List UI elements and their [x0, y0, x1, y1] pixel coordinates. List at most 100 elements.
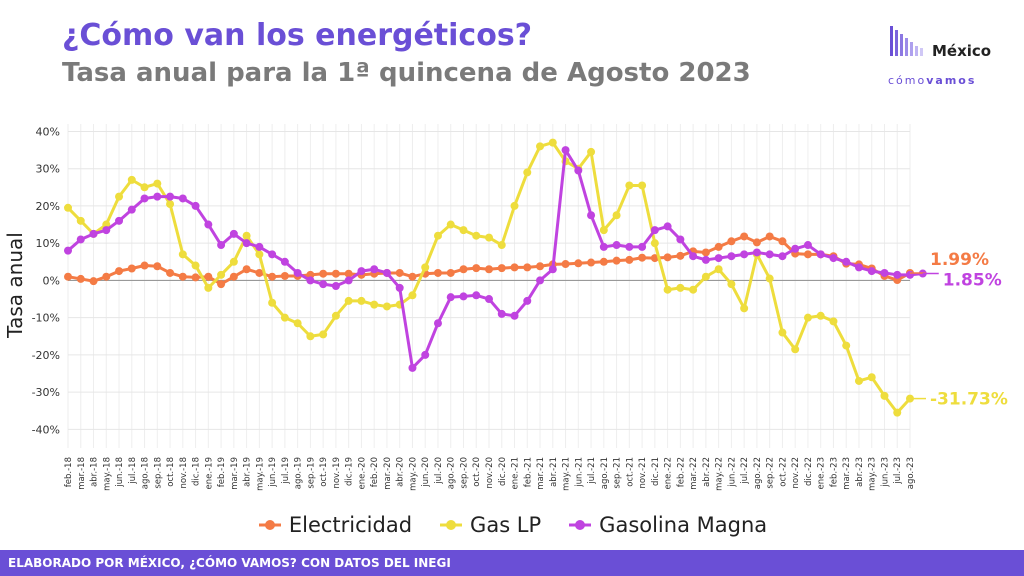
data-point [523, 168, 532, 177]
data-point [459, 265, 468, 274]
x-tick-label: feb.-20 [370, 457, 380, 487]
data-point [650, 226, 659, 235]
data-point [306, 276, 315, 285]
x-tick-label: may.-20 [408, 457, 418, 491]
data-point [842, 257, 851, 266]
x-tick-label: jul.-19 [281, 457, 291, 485]
data-point [331, 282, 340, 290]
data-point [599, 242, 608, 251]
data-point [676, 251, 685, 260]
data-point [140, 183, 149, 192]
chart-grid [67, 124, 911, 448]
chart-subtitle: Tasa anual para la 1ª quincena de Agosto… [62, 58, 751, 88]
end-label: 1.85% [943, 271, 1002, 291]
data-point [625, 181, 634, 190]
y-tick-label: -20% [32, 349, 60, 362]
x-tick-label: may.-21 [562, 457, 572, 491]
data-point [191, 201, 200, 210]
data-point [293, 319, 302, 328]
data-point [153, 179, 162, 188]
x-tick-label: may.-23 [868, 457, 878, 491]
data-point [115, 267, 124, 276]
y-tick-label: 20% [36, 200, 60, 213]
data-point [727, 280, 736, 289]
series-gasolina-magna [64, 146, 927, 372]
x-tick-label: oct.-19 [319, 457, 329, 487]
data-point [242, 239, 251, 248]
x-tick-label: oct.-22 [778, 457, 788, 487]
data-point [280, 257, 289, 266]
x-tick-label: feb.-22 [676, 457, 686, 487]
data-point [510, 263, 519, 272]
data-point [344, 296, 353, 305]
data-point [433, 268, 442, 277]
x-tick-label: abr.-22 [702, 457, 712, 487]
data-point [587, 147, 596, 156]
data-point [676, 235, 685, 244]
data-point [382, 302, 391, 311]
data-point [268, 298, 277, 307]
data-point [791, 345, 800, 354]
chart-title: ¿Cómo van los energéticos? [62, 18, 533, 53]
x-tick-label: feb.-23 [829, 457, 839, 487]
x-axis-ticks: feb.-18 mar.-18 abr.-18 may.-18 jun.-18 jul.-… [64, 457, 916, 491]
data-point [140, 261, 149, 270]
x-tick-label: jul.-21 [587, 457, 597, 485]
data-point [740, 304, 749, 313]
x-tick-label: jun.-21 [574, 457, 584, 488]
x-tick-label: oct.-21 [625, 457, 635, 487]
data-point [854, 263, 863, 272]
y-tick-label: 10% [36, 237, 60, 250]
data-point [229, 257, 238, 266]
data-point [829, 317, 838, 326]
data-point [893, 408, 902, 417]
data-point [178, 250, 187, 259]
data-point [536, 142, 545, 151]
data-point [268, 272, 277, 281]
data-point [115, 192, 124, 201]
logo-bars-icon [890, 26, 923, 56]
data-point [778, 328, 787, 337]
logo-sub-light: cómo [888, 74, 927, 87]
data-point [765, 274, 774, 283]
data-point [548, 138, 557, 147]
y-axis-label: Tasa anual [3, 232, 27, 339]
x-tick-label: jun.-19 [268, 457, 278, 488]
data-point [701, 248, 710, 257]
end-label: 1.99% [930, 250, 989, 270]
data-point [778, 237, 787, 246]
x-tick-label: dic.-21 [651, 457, 661, 486]
data-point [816, 311, 825, 320]
data-point [523, 263, 532, 272]
data-point [255, 250, 264, 259]
x-tick-label: jul.-22 [740, 457, 750, 485]
x-tick-label: nov.-19 [332, 457, 342, 489]
data-point [906, 270, 914, 279]
data-point [331, 269, 340, 278]
data-point [446, 220, 455, 229]
end-label: -31.73% [930, 390, 1008, 410]
x-tick-label: dic.-19 [345, 457, 355, 486]
data-point [255, 268, 264, 277]
data-point [574, 166, 583, 175]
data-point [893, 270, 902, 279]
x-tick-label: may.-19 [255, 457, 265, 491]
data-point [255, 242, 264, 251]
x-tick-label: jun.-20 [421, 457, 431, 488]
data-point [242, 265, 251, 274]
data-point [752, 238, 761, 247]
data-point [127, 175, 136, 184]
data-point [880, 391, 889, 400]
data-point [76, 274, 85, 283]
data-point [153, 192, 162, 201]
x-tick-label: sep.-22 [766, 457, 776, 489]
data-point [166, 268, 175, 277]
data-point [803, 241, 812, 250]
legend-label: Gasolina Magna [599, 513, 768, 537]
data-point [561, 260, 570, 269]
x-tick-label: ago.-21 [600, 457, 610, 489]
data-point [268, 250, 277, 259]
data-point [497, 309, 506, 318]
x-tick-label: abr.-21 [549, 457, 559, 487]
data-point [64, 272, 72, 281]
